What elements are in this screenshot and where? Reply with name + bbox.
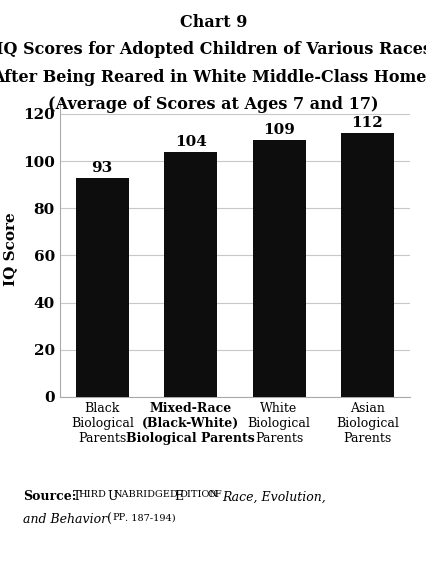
- Text: . 187-194): . 187-194): [125, 513, 176, 522]
- Text: (Average of Scores at Ages 7 and 17): (Average of Scores at Ages 7 and 17): [48, 96, 378, 113]
- Text: 93: 93: [92, 160, 112, 175]
- Text: (: (: [106, 513, 112, 526]
- Text: Source:: Source:: [23, 490, 77, 503]
- Bar: [340, 133, 393, 397]
- Text: OF: OF: [207, 490, 222, 500]
- Text: U: U: [107, 490, 118, 503]
- Text: HIRD: HIRD: [78, 490, 106, 500]
- Text: After Being Reared in White Middle-Class Homes: After Being Reared in White Middle-Class…: [0, 69, 426, 86]
- Bar: [164, 151, 217, 397]
- Text: Race, Evolution,: Race, Evolution,: [222, 490, 325, 503]
- Text: 109: 109: [262, 123, 294, 137]
- Text: and Behavior: and Behavior: [23, 513, 107, 526]
- Text: E: E: [174, 490, 183, 503]
- Text: NABRIDGED: NABRIDGED: [114, 490, 178, 500]
- Y-axis label: IQ Score: IQ Score: [3, 213, 17, 286]
- Text: IQ Scores for Adopted Children of Various Races: IQ Scores for Adopted Children of Variou…: [0, 41, 426, 58]
- Text: Chart 9: Chart 9: [179, 14, 247, 31]
- Text: 104: 104: [174, 135, 206, 149]
- Text: DITION: DITION: [179, 490, 218, 500]
- Bar: [75, 177, 129, 397]
- Text: 112: 112: [351, 116, 383, 130]
- Text: PP: PP: [112, 513, 125, 522]
- Bar: [252, 140, 305, 397]
- Text: T: T: [72, 490, 81, 503]
